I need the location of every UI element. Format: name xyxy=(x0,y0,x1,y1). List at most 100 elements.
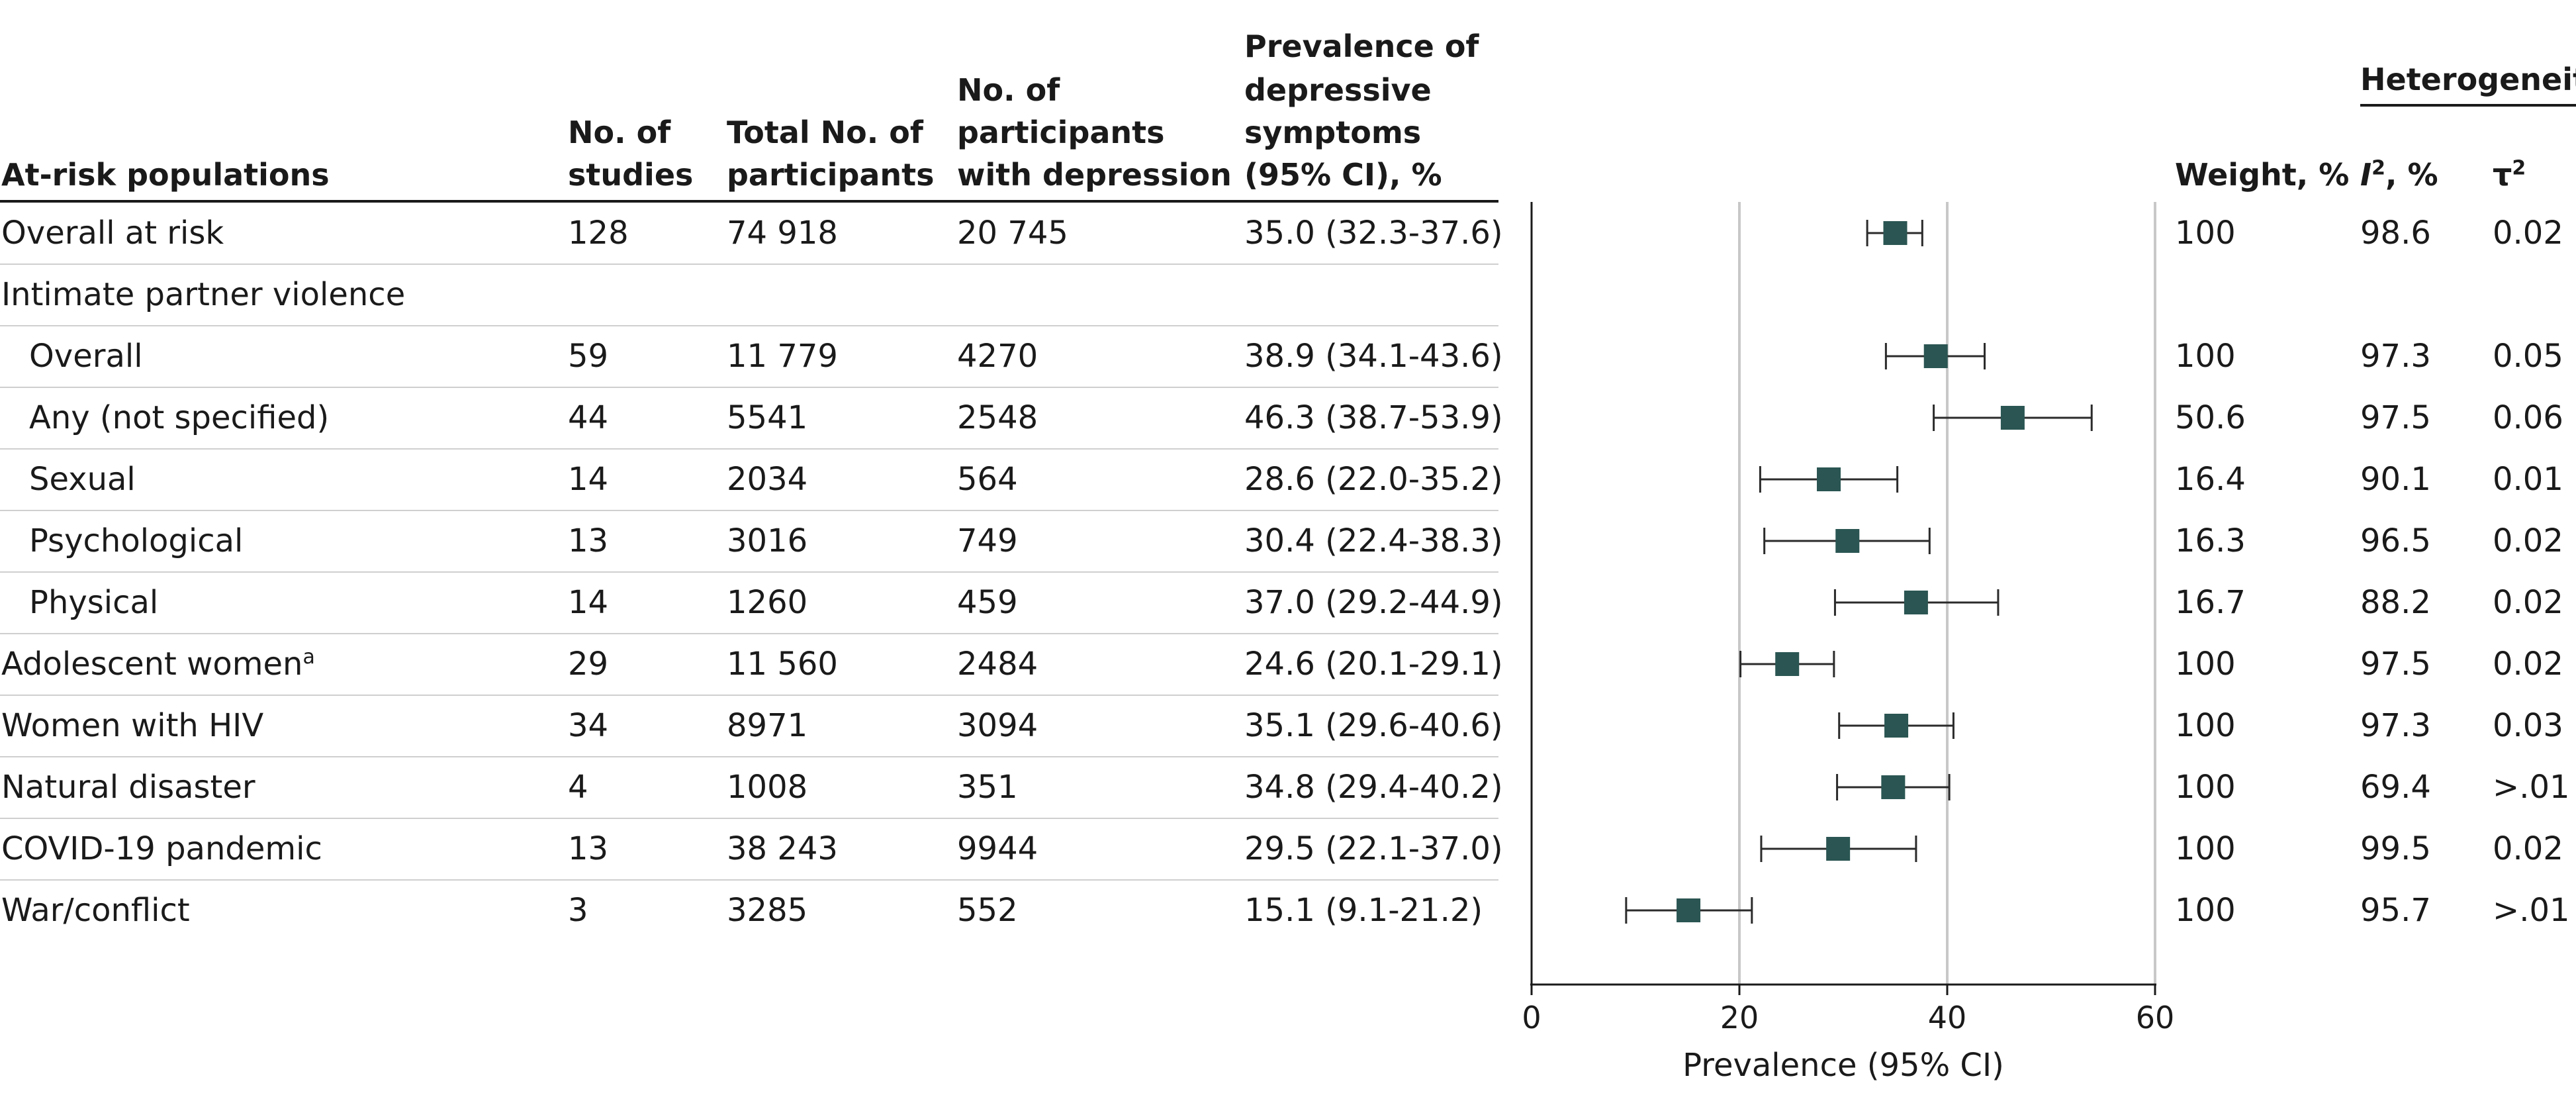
cell-participants: 38 243 xyxy=(727,830,838,867)
cell-participants: 3016 xyxy=(727,522,808,559)
cell-i2: 95.7 xyxy=(2360,892,2431,929)
header-studies-line1: No. of xyxy=(568,115,671,150)
row-label: Women with HIV xyxy=(1,707,264,744)
cell-participants: 1260 xyxy=(727,584,808,621)
cell-studies: 13 xyxy=(568,830,609,867)
cell-i2: 97.5 xyxy=(2360,399,2431,436)
point-estimate-marker xyxy=(1883,221,1908,245)
plot-axes: 0 20 40 60 xyxy=(1522,202,2174,1036)
forest-point xyxy=(1759,466,1899,493)
forest-point xyxy=(1763,528,1931,554)
row-separator xyxy=(0,818,1498,819)
row-separator xyxy=(0,571,1498,573)
cell-studies: 3 xyxy=(568,892,588,929)
cell-studies: 128 xyxy=(568,215,629,252)
row-label: Natural disaster xyxy=(1,769,255,806)
forest-point xyxy=(1866,220,1923,246)
cell-studies: 13 xyxy=(568,522,609,559)
cell-weight: 100 xyxy=(2175,215,2236,252)
cell-prevalence: 28.6 (22.0-35.2) xyxy=(1244,461,1503,498)
cell-weight: 100 xyxy=(2175,769,2236,806)
header-studies-line2: studies xyxy=(568,157,694,193)
x-tick-label: 40 xyxy=(1928,1000,1967,1036)
cell-i2: 88.2 xyxy=(2360,584,2431,621)
row-separator xyxy=(0,633,1498,634)
cell-weight: 16.3 xyxy=(2175,522,2246,559)
row-label: Overall at risk xyxy=(1,215,224,252)
cell-tau2: >.01 xyxy=(2493,892,2570,929)
cell-depression: 9944 xyxy=(957,830,1038,867)
row-label: War/conflict xyxy=(1,892,190,929)
header-depression-line1: No. of xyxy=(957,72,1060,108)
cell-depression: 564 xyxy=(957,461,1018,498)
x-axis-title: Prevalence (95% CI) xyxy=(1682,1047,2004,1084)
header-tau2: τ2 xyxy=(2493,154,2526,196)
forest-point xyxy=(1760,836,1917,862)
point-estimate-marker xyxy=(1817,467,1841,491)
cell-participants: 8971 xyxy=(727,707,808,744)
point-estimate-marker xyxy=(1884,714,1909,738)
cell-depression: 20 745 xyxy=(957,215,1068,252)
cell-participants: 11 779 xyxy=(727,338,838,375)
header-rule-table xyxy=(0,200,1498,203)
cell-weight: 100 xyxy=(2175,646,2236,683)
header-i2-base: I xyxy=(2360,157,2372,193)
header-i2: I2, % xyxy=(2360,154,2438,196)
cell-weight: 100 xyxy=(2175,892,2236,929)
header-participants-line2: participants xyxy=(727,157,935,193)
cell-i2: 69.4 xyxy=(2360,769,2431,806)
cell-depression: 2548 xyxy=(957,399,1038,436)
cell-weight: 50.6 xyxy=(2175,399,2246,436)
row-label: Adolescent womena xyxy=(1,643,315,685)
cell-participants: 5541 xyxy=(727,399,808,436)
cell-participants: 2034 xyxy=(727,461,808,498)
row-label: Any (not specified) xyxy=(29,399,330,436)
cell-weight: 100 xyxy=(2175,338,2236,375)
x-tick-label: 60 xyxy=(2136,1000,2175,1036)
header-prevalence-line4: (95% CI), % xyxy=(1244,157,1442,193)
x-tick-label: 0 xyxy=(1522,1000,1541,1036)
point-estimate-marker xyxy=(1677,898,1701,922)
cell-prevalence: 15.1 (9.1-21.2) xyxy=(1244,892,1483,929)
header-prevalence-line3: symptoms xyxy=(1244,115,1422,150)
cell-tau2: 0.02 xyxy=(2493,522,2563,559)
forest-point xyxy=(1838,712,1955,739)
row-separator xyxy=(0,264,1498,265)
row-label-footnote: a xyxy=(302,646,315,669)
cell-depression: 552 xyxy=(957,892,1018,929)
cell-participants: 3285 xyxy=(727,892,808,929)
forest-point xyxy=(1833,589,2000,616)
cell-prevalence: 24.6 (20.1-29.1) xyxy=(1244,646,1503,683)
cell-tau2: 0.02 xyxy=(2493,830,2563,867)
header-prevalence-line2: depressive xyxy=(1244,72,1432,108)
cell-weight: 100 xyxy=(2175,830,2236,867)
header-population: At-risk populations xyxy=(1,157,330,193)
cell-depression: 3094 xyxy=(957,707,1038,744)
forest-point xyxy=(1625,897,1753,924)
cell-participants: 11 560 xyxy=(727,646,838,683)
row-separator xyxy=(0,756,1498,757)
cell-prevalence: 35.1 (29.6-40.6) xyxy=(1244,707,1503,744)
cell-studies: 14 xyxy=(568,584,609,621)
cell-i2: 96.5 xyxy=(2360,522,2431,559)
cell-studies: 59 xyxy=(568,338,609,375)
cell-tau2: 0.02 xyxy=(2493,584,2563,621)
cell-studies: 29 xyxy=(568,646,609,683)
plot-gridlines xyxy=(1738,202,2156,985)
cell-i2: 99.5 xyxy=(2360,830,2431,867)
point-estimate-marker xyxy=(1826,837,1851,861)
point-estimate-marker xyxy=(2000,406,2025,430)
header-weight: Weight, % xyxy=(2175,157,2350,193)
cell-i2: 97.3 xyxy=(2360,338,2431,375)
header-i2-sup: 2 xyxy=(2371,156,2385,180)
header-depression-line2: participants xyxy=(957,115,1165,150)
cell-participants: 74 918 xyxy=(727,215,838,252)
forest-point xyxy=(1884,343,1986,369)
cell-prevalence: 38.9 (34.1-43.6) xyxy=(1244,338,1503,375)
point-estimate-marker xyxy=(1881,775,1906,799)
cell-weight: 16.4 xyxy=(2175,461,2246,498)
cell-prevalence: 29.5 (22.1-37.0) xyxy=(1244,830,1503,867)
header-participants-line1: Total No. of xyxy=(727,115,923,150)
row-separator xyxy=(0,325,1498,326)
